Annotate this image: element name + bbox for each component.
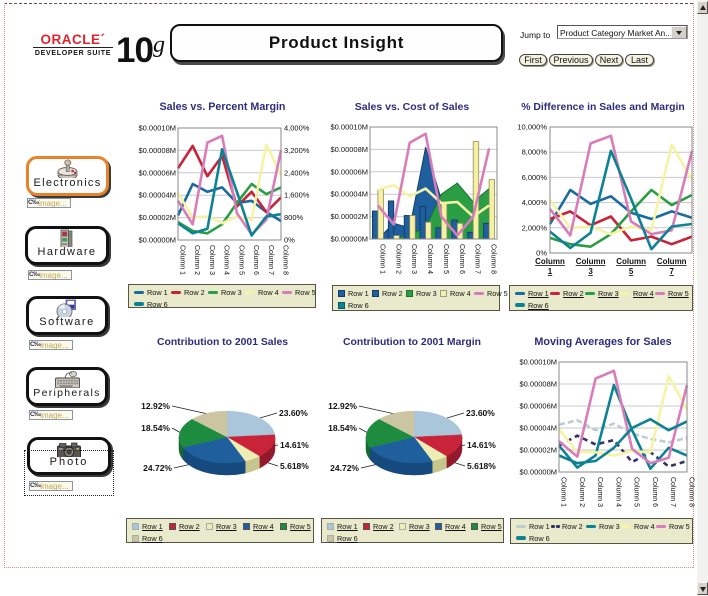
svg-text:Column 3: Column 3 [596, 477, 603, 507]
svg-text:Column 8: Column 8 [688, 477, 695, 507]
svg-text:14.61%: 14.61% [467, 440, 496, 450]
svg-text:Column 5: Column 5 [237, 245, 244, 275]
svg-text:Column 2: Column 2 [193, 245, 200, 275]
svg-text:% Difference in Sales and Marg: % Difference in Sales and Margin [521, 102, 684, 113]
svg-text:$0.00002M: $0.00002M [519, 446, 557, 455]
svg-text:Column: Column [576, 257, 606, 266]
svg-text:Column 7: Column 7 [669, 477, 676, 507]
svg-text:Column 2: Column 2 [578, 477, 585, 507]
svg-text:$0.00004M: $0.00004M [138, 191, 176, 200]
svg-text:Sales vs. Percent Margin: Sales vs. Percent Margin [160, 101, 286, 113]
svg-text:$0.00004M: $0.00004M [519, 424, 557, 433]
svg-text:23.60%: 23.60% [279, 408, 308, 418]
svg-text:3,200%: 3,200% [284, 146, 310, 155]
svg-text:Column 6: Column 6 [651, 477, 658, 507]
svg-text:Column 6: Column 6 [252, 245, 259, 275]
svg-text:$0.00010M: $0.00010M [138, 124, 176, 133]
svg-text:$0.00002M: $0.00002M [138, 213, 176, 222]
svg-text:5.618%: 5.618% [280, 461, 309, 471]
svg-text:$0.00010M: $0.00010M [330, 123, 368, 132]
svg-text:$0.00008M: $0.00008M [519, 380, 557, 389]
svg-text:Sales vs. Cost of Sales: Sales vs. Cost of Sales [355, 101, 470, 113]
svg-text:Column 8: Column 8 [490, 244, 497, 274]
svg-text:Column 4: Column 4 [426, 244, 433, 274]
svg-text:$0.00004M: $0.00004M [330, 190, 368, 199]
svg-text:$0.00010M: $0.00010M [519, 358, 557, 367]
svg-text:1: 1 [548, 267, 553, 276]
svg-text:Column 3: Column 3 [208, 245, 215, 275]
svg-text:Column: Column [616, 257, 646, 266]
svg-text:800%: 800% [284, 213, 304, 222]
svg-text:23.60%: 23.60% [466, 408, 495, 418]
svg-text:Column 3: Column 3 [410, 244, 417, 274]
svg-text:18.54%: 18.54% [328, 423, 357, 433]
svg-text:$0.00008M: $0.00008M [330, 145, 368, 154]
svg-text:6,000%: 6,000% [522, 173, 548, 182]
svg-text:0%: 0% [284, 236, 295, 245]
svg-text:Column: Column [657, 257, 687, 266]
svg-text:Moving Averages for Sales: Moving Averages for Sales [534, 336, 671, 348]
svg-text:$0.00006M: $0.00006M [519, 402, 557, 411]
svg-text:Column: Column [535, 257, 565, 266]
svg-text:Column 5: Column 5 [633, 477, 640, 507]
svg-text:$0.00000M: $0.00000M [330, 235, 368, 244]
svg-text:Column 5: Column 5 [442, 244, 449, 274]
svg-text:Column 6: Column 6 [458, 244, 465, 274]
svg-text:0%: 0% [536, 249, 547, 258]
svg-text:Contribution to 2001 Margin: Contribution to 2001 Margin [343, 337, 481, 348]
svg-text:Column 4: Column 4 [223, 245, 230, 275]
svg-text:Column 2: Column 2 [394, 244, 401, 274]
svg-text:14.61%: 14.61% [280, 440, 309, 450]
svg-text:8,000%: 8,000% [522, 148, 548, 157]
svg-text:5.618%: 5.618% [467, 461, 496, 471]
svg-text:2,400%: 2,400% [284, 168, 310, 177]
svg-text:Column 1: Column 1 [560, 477, 567, 507]
svg-text:Column 1: Column 1 [179, 245, 186, 275]
svg-text:18.54%: 18.54% [141, 423, 170, 433]
svg-text:Column 8: Column 8 [282, 245, 289, 275]
svg-text:24.72%: 24.72% [330, 463, 359, 473]
svg-text:5: 5 [629, 267, 634, 276]
svg-text:12.92%: 12.92% [328, 401, 357, 411]
svg-text:Column 1: Column 1 [378, 244, 385, 274]
svg-text:Column 4: Column 4 [614, 477, 621, 507]
svg-text:$0.00006M: $0.00006M [138, 168, 176, 177]
svg-text:$0.00000M: $0.00000M [519, 468, 557, 477]
svg-text:$0.00002M: $0.00002M [330, 212, 368, 221]
svg-text:Column 7: Column 7 [474, 244, 481, 274]
svg-text:$0.00006M: $0.00006M [330, 167, 368, 176]
svg-text:Column 7: Column 7 [267, 245, 274, 275]
svg-text:12.92%: 12.92% [141, 401, 170, 411]
svg-text:1,600%: 1,600% [284, 191, 310, 200]
svg-text:4,000%: 4,000% [284, 124, 310, 133]
svg-text:24.72%: 24.72% [143, 463, 172, 473]
svg-text:10,000%: 10,000% [517, 123, 547, 132]
svg-text:3: 3 [588, 267, 593, 276]
svg-text:2,000%: 2,000% [522, 223, 548, 232]
svg-text:$0.00008M: $0.00008M [138, 146, 176, 155]
svg-text:Contribution to 2001 Sales: Contribution to 2001 Sales [157, 337, 288, 348]
svg-text:4,000%: 4,000% [522, 198, 548, 207]
svg-text:7: 7 [669, 267, 674, 276]
svg-text:$0.00000M: $0.00000M [138, 236, 176, 245]
